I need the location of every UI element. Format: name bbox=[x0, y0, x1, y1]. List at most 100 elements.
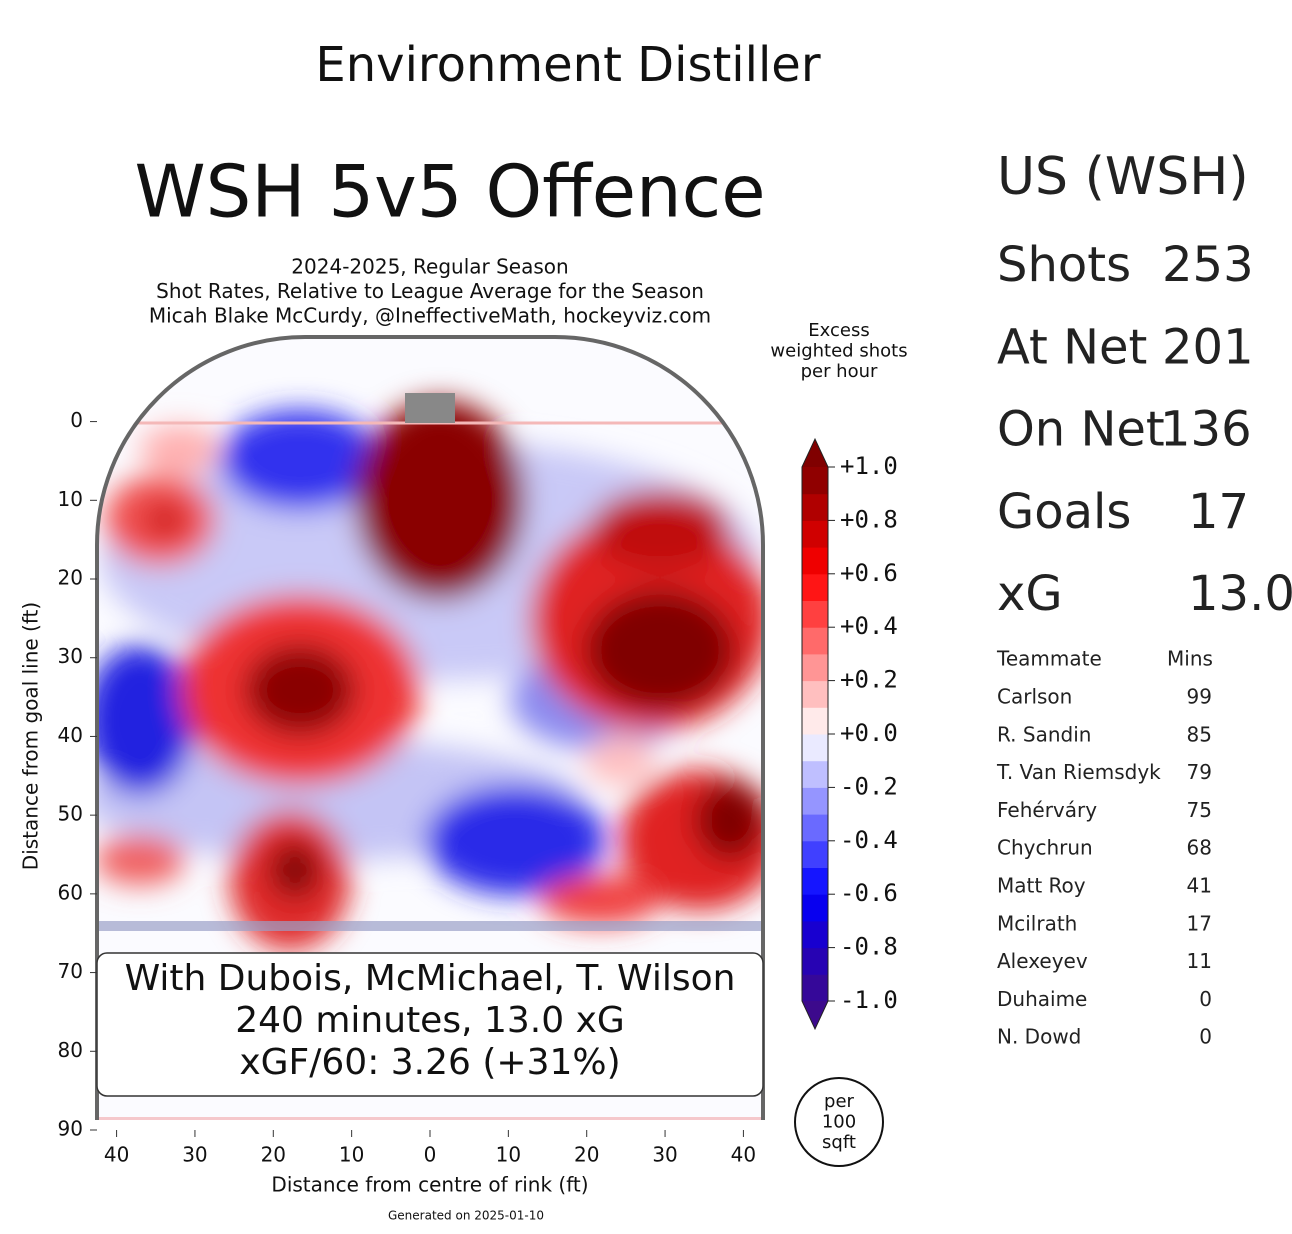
page-title: Environment Distiller bbox=[315, 37, 820, 93]
colorbar-tick-label: -0.6 bbox=[840, 879, 898, 907]
teammate-mins: 11 bbox=[1187, 949, 1212, 973]
unit-badge bbox=[794, 1077, 884, 1167]
y-tick-label: 50 bbox=[58, 802, 83, 826]
colorbar-band bbox=[802, 600, 828, 628]
teammate-name: Fehérváry bbox=[997, 798, 1097, 822]
y-tick-label: 90 bbox=[58, 1117, 83, 1141]
colorbar-band bbox=[802, 573, 828, 601]
x-tick-label: 20 bbox=[261, 1143, 286, 1167]
colorbar-tick-label: -0.2 bbox=[840, 772, 898, 800]
heatmap bbox=[97, 337, 763, 1120]
colorbar-band bbox=[802, 493, 828, 521]
colorbar-label: weighted shots bbox=[770, 341, 907, 362]
y-tick-label: 80 bbox=[58, 1038, 83, 1062]
colorbar-tick-label: +0.2 bbox=[840, 666, 898, 694]
colorbar-tick-label: -0.4 bbox=[840, 826, 898, 854]
unit-badge-text: 100 bbox=[822, 1112, 856, 1133]
x-tick-label: 20 bbox=[574, 1143, 599, 1167]
annotation-box bbox=[96, 952, 764, 1097]
rink-boards bbox=[95, 335, 765, 1120]
colorbar-tick-label: +0.8 bbox=[840, 505, 898, 533]
teammate-name: Carlson bbox=[997, 685, 1072, 709]
teammate-mins: 68 bbox=[1187, 836, 1212, 860]
colorbar-label: per hour bbox=[801, 361, 878, 382]
stat-value: 136 bbox=[1160, 402, 1252, 458]
y-tick-label: 30 bbox=[58, 644, 83, 668]
colorbar-band bbox=[802, 467, 828, 495]
teammate-name: Duhaime bbox=[997, 987, 1087, 1011]
unit-badge-text: per bbox=[824, 1091, 855, 1112]
colorbar-band bbox=[802, 734, 828, 762]
colorbar-band bbox=[802, 707, 828, 735]
colorbar-band bbox=[802, 547, 828, 575]
colorbar-band bbox=[802, 680, 828, 708]
stat-value: 253 bbox=[1162, 237, 1254, 293]
blue-line bbox=[97, 921, 763, 931]
stat-label: On Net bbox=[997, 402, 1165, 458]
teammate-name: R. Sandin bbox=[997, 722, 1091, 746]
x-tick-label: 40 bbox=[104, 1143, 129, 1167]
teammate-name: N. Dowd bbox=[997, 1025, 1081, 1049]
teammate-name: Matt Roy bbox=[997, 874, 1086, 898]
y-axis-label: Distance from goal line (ft) bbox=[19, 602, 43, 870]
teammate-mins: 0 bbox=[1199, 1025, 1212, 1049]
x-tick-label: 0 bbox=[424, 1143, 437, 1167]
colorbar-band bbox=[802, 894, 828, 922]
colorbar-tick-label: +0.0 bbox=[840, 719, 898, 747]
stat-label: At Net bbox=[997, 319, 1147, 375]
x-tick-label: 10 bbox=[496, 1143, 521, 1167]
x-tick-label: 10 bbox=[339, 1143, 364, 1167]
x-tick-label: 40 bbox=[731, 1143, 756, 1167]
colorbar-band bbox=[802, 760, 828, 788]
teammate-mins: 75 bbox=[1187, 798, 1212, 822]
colorbar-band bbox=[802, 627, 828, 655]
colorbar-tick-label: +0.4 bbox=[840, 612, 898, 640]
teammate-name: T. Van Riemsdyk bbox=[996, 760, 1161, 784]
x-axis-label: Distance from centre of rink (ft) bbox=[271, 1173, 588, 1197]
teammate-mins: 17 bbox=[1187, 911, 1212, 935]
teammate-mins: 0 bbox=[1199, 987, 1212, 1011]
stat-value: 201 bbox=[1162, 319, 1254, 375]
x-tick-label: 30 bbox=[652, 1143, 677, 1167]
table-header: Mins bbox=[1167, 647, 1213, 671]
table-header: Teammate bbox=[996, 647, 1102, 671]
y-tick-label: 0 bbox=[70, 408, 83, 432]
teammate-name: Mcilrath bbox=[997, 911, 1077, 935]
teammate-name: Chychrun bbox=[997, 836, 1093, 860]
goal-net bbox=[405, 393, 455, 423]
colorbar-arrow bbox=[802, 439, 828, 467]
stat-label: Goals bbox=[997, 484, 1131, 540]
colorbar-band bbox=[802, 840, 828, 868]
x-tick-label: 30 bbox=[182, 1143, 207, 1167]
y-tick-label: 20 bbox=[58, 566, 83, 590]
colorbar-tick-label: -1.0 bbox=[840, 986, 898, 1014]
teammate-mins: 99 bbox=[1187, 685, 1212, 709]
y-tick-label: 40 bbox=[58, 723, 83, 747]
subtitle: 2024-2025, Regular Season bbox=[291, 255, 568, 279]
contours bbox=[97, 400, 763, 950]
stat-value: 13.0 bbox=[1188, 566, 1292, 622]
colorbar-band bbox=[802, 947, 828, 975]
colorbar-label: Excess bbox=[808, 320, 869, 341]
footer: Generated on 2025-01-10 bbox=[388, 1209, 544, 1223]
colorbar-tick-label: +0.6 bbox=[840, 559, 898, 587]
teammate-mins: 79 bbox=[1187, 760, 1212, 784]
teammate-mins: 85 bbox=[1187, 722, 1212, 746]
teammate-name: Alexeyev bbox=[997, 949, 1088, 973]
y-tick-label: 70 bbox=[58, 959, 83, 983]
subtitle: Shot Rates, Relative to League Average f… bbox=[156, 279, 704, 303]
colorbar-band bbox=[802, 920, 828, 949]
colorbar-tick-label: -0.8 bbox=[840, 933, 898, 961]
y-tick-label: 60 bbox=[58, 880, 83, 904]
colorbar-band bbox=[802, 787, 828, 815]
centre-line bbox=[97, 1117, 763, 1120]
colorbar-arrow bbox=[802, 1001, 828, 1029]
stat-label: xG bbox=[997, 566, 1063, 622]
colorbar-tick-label: +1.0 bbox=[840, 452, 898, 480]
annotation: 240 minutes, 13.0 xG bbox=[235, 1000, 625, 1041]
y-tick-label: 10 bbox=[58, 487, 83, 511]
stat-value: 17 bbox=[1188, 484, 1249, 540]
colorbar-band bbox=[802, 867, 828, 895]
